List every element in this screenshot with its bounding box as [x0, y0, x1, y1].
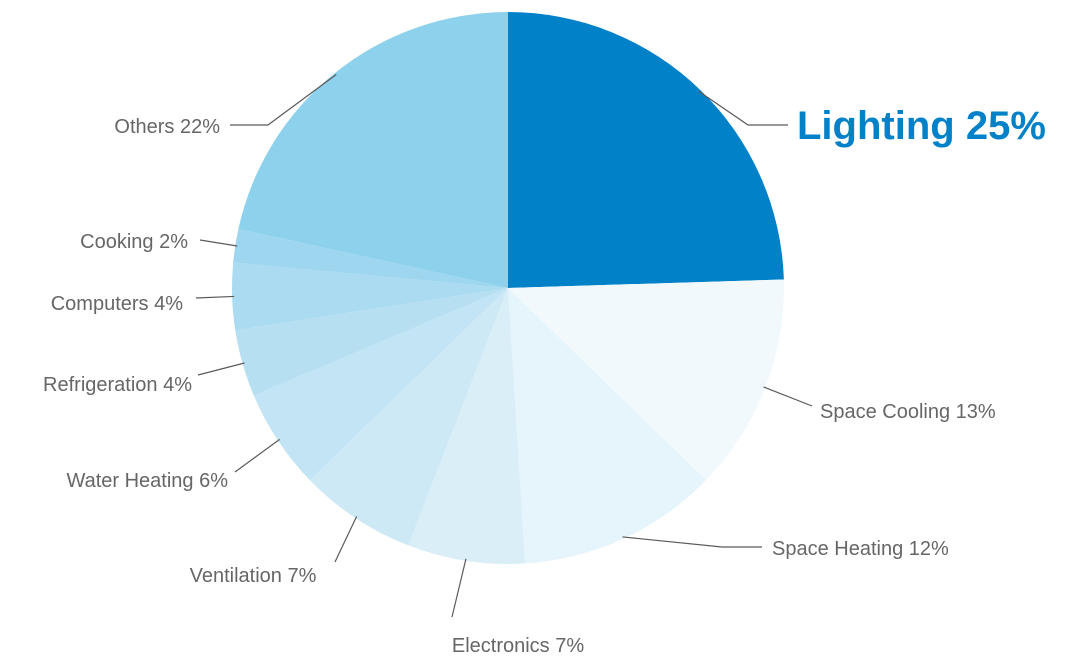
pie-labels: Lighting 25% Space Cooling 13% Space Heati… [43, 74, 1046, 656]
pie-slices [232, 12, 784, 564]
leader-line-space-heating [622, 536, 762, 548]
leader-line-cooking [199, 239, 238, 247]
leader-line-computers [195, 295, 235, 299]
pie-slice-computers [232, 262, 509, 331]
leader-line-refrigeration [197, 362, 245, 376]
pie-slice-space-cooling [508, 279, 784, 481]
leader-line-space-cooling [763, 386, 813, 407]
slice-label-cooking: Cooking 2% [80, 231, 188, 253]
slice-label-electronics: Electronics 7% [452, 635, 584, 656]
slice-label-lighting: Lighting 25% [797, 104, 1046, 148]
slice-label-water-heating: Water Heating 6% [66, 470, 228, 492]
pie-slice-ventilation [309, 288, 508, 546]
slice-label-computers: Computers 4% [51, 293, 183, 315]
pie-slice-electronics [408, 288, 525, 564]
leader-line-others [230, 74, 337, 126]
slice-label-ventilation: Ventilation 7% [190, 565, 317, 587]
slice-label-refrigeration: Refrigeration 4% [43, 374, 192, 396]
pie-slice-water-heating [253, 288, 508, 481]
leader-line-ventilation [334, 516, 358, 563]
pie-slice-others [238, 12, 508, 288]
slice-label-space-heating: Space Heating 12% [772, 538, 949, 560]
pie-slice-refrigeration [235, 288, 508, 396]
leader-line-lighting [698, 90, 788, 126]
pie-slice-space-heating [508, 288, 707, 564]
pie-slice-lighting [508, 12, 784, 288]
leader-line-water-heating [234, 438, 280, 473]
pie-slice-cooking [233, 228, 508, 288]
slice-label-others: Others 22% [114, 116, 220, 138]
leader-line-electronics [451, 558, 467, 618]
slice-label-space-cooling: Space Cooling 13% [820, 401, 996, 423]
